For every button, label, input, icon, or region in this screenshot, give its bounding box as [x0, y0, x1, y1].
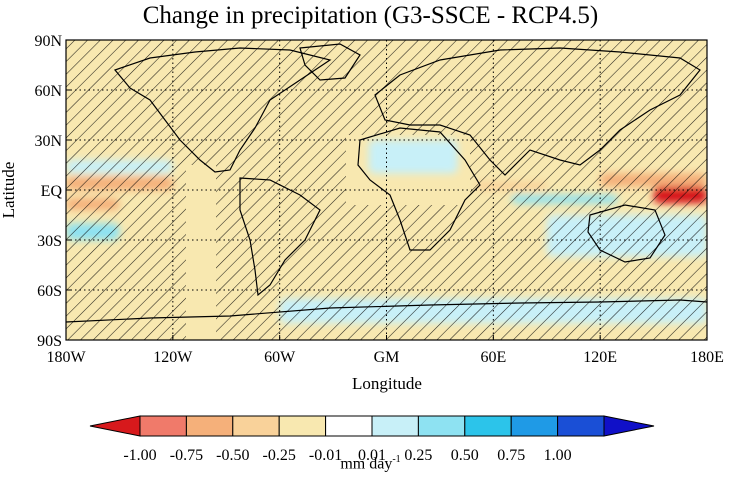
units-base: mm day: [340, 455, 393, 473]
colorbar-label: -0.50: [216, 447, 249, 464]
x-axis-title: Longitude: [352, 374, 422, 393]
colorbar-label: 0.25: [404, 447, 432, 464]
colorbar-box: [510, 415, 559, 437]
colorbar-box: [464, 415, 512, 437]
lat-tick-label: 90S: [37, 333, 62, 350]
colorbar-label: 0.75: [497, 447, 525, 464]
lat-tick-label: 30S: [37, 233, 62, 250]
lat-tick-label: 60N: [34, 83, 62, 100]
colorbar-box: [417, 415, 466, 437]
lon-tick-label: 60E: [480, 349, 506, 366]
colorbar-label: -0.75: [170, 447, 203, 464]
colorbar-box: [232, 415, 280, 437]
lon-tick-label: 120W: [153, 349, 193, 366]
colorbar-label: 1.00: [544, 447, 572, 464]
longitude-axis: 180W 120W 60W GM 60E 120E 180E: [46, 335, 724, 366]
colorbar-box: [371, 415, 419, 437]
colorbar-label: -0.01: [309, 447, 342, 464]
lat-tick-label: 60S: [37, 283, 62, 300]
colorbar-box: [139, 415, 187, 437]
lon-tick-label: 180W: [46, 349, 86, 366]
colorbar-label: 0.01: [358, 447, 386, 464]
anomaly-region-8: [368, 140, 458, 174]
colorbar-low-arrow: [89, 415, 141, 437]
chart-title: Change in precipitation (G3-SSCE - RCP4.…: [142, 2, 599, 29]
colorbar-box: [185, 415, 234, 437]
colorbar: [89, 415, 655, 437]
lat-tick-label: EQ: [41, 183, 63, 200]
lon-tick-label: GM: [374, 349, 400, 366]
colorbar-labels: -1.00 -0.75 -0.50 -0.25 -0.01 0.01 0.25 0.50 0.7…: [123, 447, 571, 464]
lat-tick-label: 90N: [34, 33, 62, 50]
colorbar-label: -1.00: [123, 447, 156, 464]
colorbar-label: -0.25: [263, 447, 296, 464]
significance-hatching: [66, 40, 707, 340]
colorbar-box: [325, 415, 373, 437]
lon-tick-label: 120E: [583, 349, 617, 366]
y-axis-title: Latitude: [0, 162, 18, 219]
graticule: [66, 40, 707, 340]
lon-tick-label: 60W: [264, 349, 296, 366]
precipitation-field: [66, 40, 707, 340]
units-exponent: -1: [392, 454, 401, 465]
colorbar-box: [278, 415, 327, 437]
colorbar-box: [557, 415, 605, 437]
lon-tick-label: 180E: [690, 349, 724, 366]
colorbar-units: mm day-1: [0, 454, 741, 473]
latitude-axis: 90N 60N 30N EQ 30S 60S 90S: [34, 33, 71, 350]
lat-tick-label: 30N: [34, 133, 62, 150]
colorbar-high-arrow: [603, 415, 655, 437]
colorbar-label: 0.50: [451, 447, 479, 464]
